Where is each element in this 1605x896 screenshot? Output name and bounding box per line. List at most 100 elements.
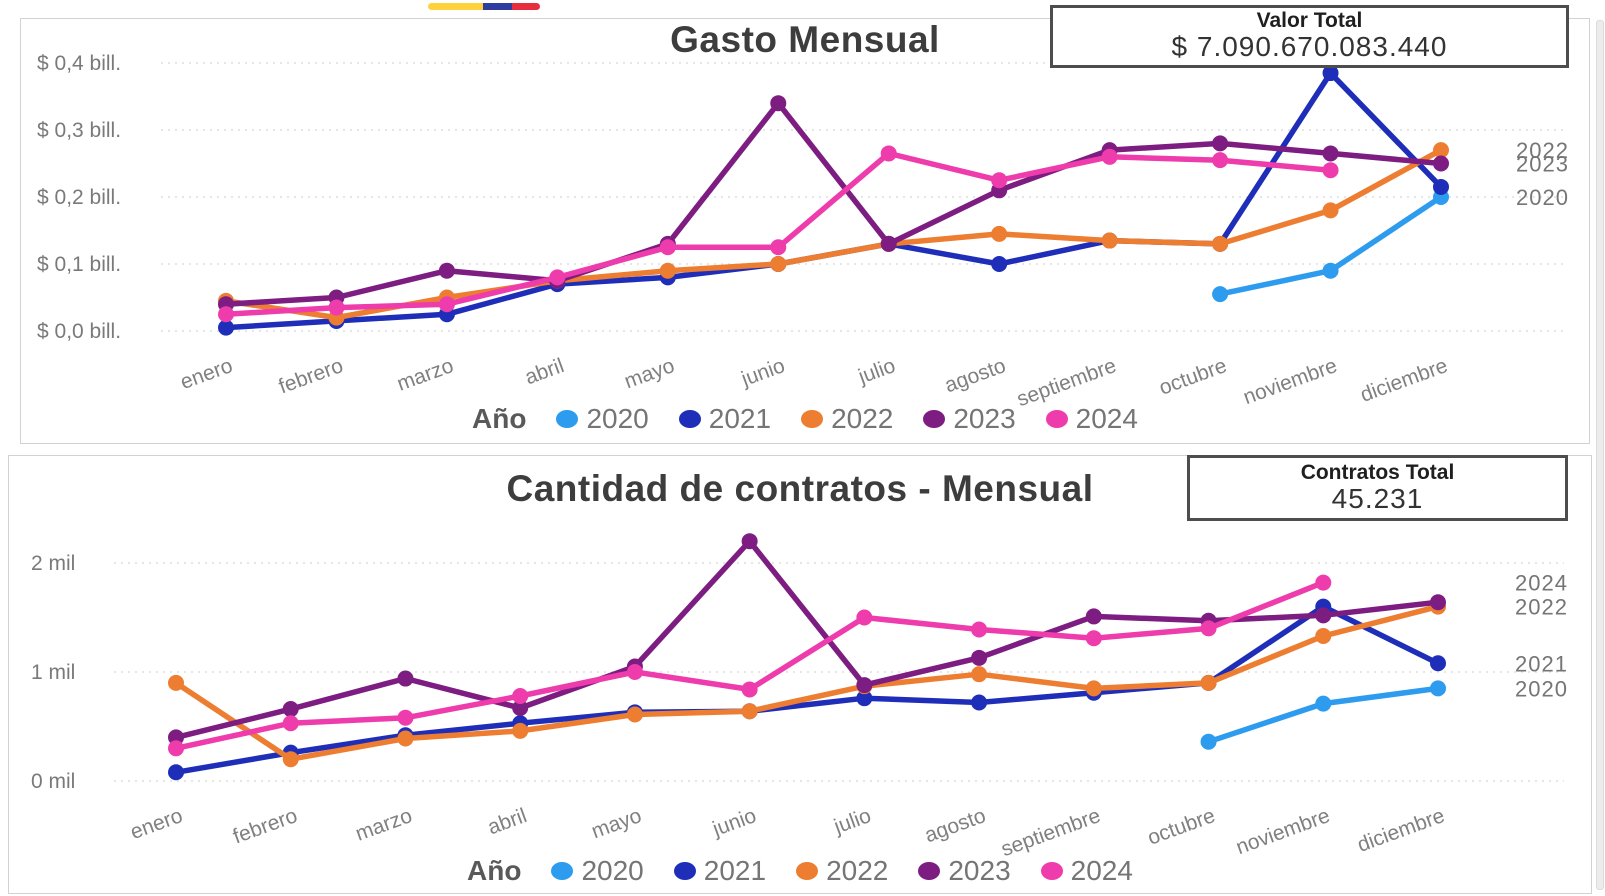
x-axis-month-label: mayo bbox=[621, 354, 677, 393]
data-point-2022[interactable] bbox=[770, 256, 787, 272]
legend-dot-2020 bbox=[556, 410, 579, 428]
data-point-2022[interactable] bbox=[1101, 232, 1118, 249]
data-point-2022[interactable] bbox=[991, 225, 1008, 242]
data-point-2021[interactable] bbox=[218, 319, 234, 336]
series-line-2022[interactable] bbox=[223, 147, 1444, 321]
data-point-2024[interactable] bbox=[1101, 148, 1118, 165]
legend-item-2020[interactable]: 2020 bbox=[551, 855, 644, 887]
data-point-2022[interactable] bbox=[971, 666, 988, 683]
data-point-2022[interactable] bbox=[397, 730, 414, 747]
data-point-2022[interactable] bbox=[659, 262, 676, 279]
data-point-2023[interactable] bbox=[770, 95, 787, 112]
series-line-2022[interactable] bbox=[173, 603, 1441, 762]
data-point-2020[interactable] bbox=[1322, 262, 1339, 279]
data-point-2024[interactable] bbox=[168, 740, 184, 757]
series-line-2023[interactable] bbox=[223, 100, 1444, 307]
data-point-2020[interactable] bbox=[1200, 733, 1217, 750]
data-point-2024[interactable] bbox=[741, 681, 758, 698]
legend-item-2020[interactable]: 2020 bbox=[556, 403, 649, 435]
data-point-2021[interactable] bbox=[856, 690, 873, 707]
legend-dot-2022 bbox=[796, 862, 819, 880]
legend-item-2022[interactable]: 2022 bbox=[801, 403, 893, 435]
data-point-2024[interactable] bbox=[1212, 152, 1229, 169]
data-point-2023[interactable] bbox=[1430, 594, 1446, 611]
data-point-2021[interactable] bbox=[168, 764, 184, 781]
data-point-2023[interactable] bbox=[1212, 135, 1229, 152]
data-point-2022[interactable] bbox=[1085, 680, 1102, 697]
data-point-2023[interactable] bbox=[741, 533, 758, 550]
data-point-2024[interactable] bbox=[218, 306, 234, 323]
data-point-2023[interactable] bbox=[1315, 607, 1332, 624]
data-point-2022[interactable] bbox=[626, 706, 643, 723]
data-point-2022[interactable] bbox=[512, 722, 529, 739]
data-point-2023[interactable] bbox=[856, 677, 873, 694]
data-point-2024[interactable] bbox=[659, 239, 676, 256]
data-point-2023[interactable] bbox=[1085, 608, 1102, 625]
flag-stripe bbox=[428, 3, 483, 10]
legend-item-2023[interactable]: 2023 bbox=[923, 403, 1016, 435]
series-line-2024[interactable] bbox=[173, 579, 1327, 752]
data-point-2024[interactable] bbox=[549, 269, 566, 286]
data-point-2020[interactable] bbox=[1212, 286, 1229, 303]
data-point-2023[interactable] bbox=[438, 262, 455, 279]
data-point-2024[interactable] bbox=[770, 239, 787, 256]
data-point-2024[interactable] bbox=[856, 609, 873, 626]
data-point-2021[interactable] bbox=[991, 256, 1008, 272]
data-point-2024[interactable] bbox=[282, 715, 299, 732]
legend-item-2024[interactable]: 2024 bbox=[1040, 855, 1133, 887]
legend-label: 2023 bbox=[948, 855, 1011, 886]
data-point-2020[interactable] bbox=[1430, 680, 1446, 697]
data-point-2023[interactable] bbox=[397, 670, 414, 687]
data-point-2022[interactable] bbox=[168, 674, 184, 691]
x-axis-month-label: abril bbox=[522, 354, 567, 389]
data-point-2022[interactable] bbox=[1322, 202, 1339, 219]
cantidad-contratos-line-chart: 0 mil 1 mil 2 mil enero febrero marzo abril may… bbox=[31, 533, 1567, 861]
vertical-scrollbar[interactable] bbox=[1596, 20, 1604, 890]
x-axis-month-label: agosto bbox=[942, 354, 1009, 397]
legend-label: 2020 bbox=[581, 855, 644, 886]
data-point-2024[interactable] bbox=[991, 172, 1008, 189]
data-point-2022[interactable] bbox=[1200, 674, 1217, 691]
data-point-2024[interactable] bbox=[1315, 574, 1332, 591]
data-point-2023[interactable] bbox=[880, 235, 897, 252]
data-point-2024[interactable] bbox=[626, 664, 643, 680]
legend-label: 2024 bbox=[1075, 403, 1138, 434]
data-point-2024[interactable] bbox=[1322, 162, 1339, 179]
x-axis-month-label: octubre bbox=[1156, 354, 1230, 400]
legend-item-2023[interactable]: 2023 bbox=[918, 855, 1011, 887]
data-point-2023[interactable] bbox=[971, 649, 988, 666]
data-point-2024[interactable] bbox=[328, 299, 345, 316]
legend-item-2022[interactable]: 2022 bbox=[796, 855, 888, 887]
data-point-2023[interactable] bbox=[1433, 155, 1449, 172]
data-point-2020[interactable] bbox=[1315, 695, 1332, 712]
data-point-2022[interactable] bbox=[1433, 142, 1449, 159]
data-point-2024[interactable] bbox=[512, 687, 529, 704]
data-point-2022[interactable] bbox=[1315, 628, 1332, 645]
data-point-2021[interactable] bbox=[1433, 178, 1449, 195]
data-point-2022[interactable] bbox=[282, 751, 299, 768]
data-point-2024[interactable] bbox=[1200, 620, 1217, 637]
series-line-2021[interactable] bbox=[173, 603, 1441, 776]
series-end-label-2023: 2023 bbox=[1516, 152, 1569, 177]
data-point-2023[interactable] bbox=[1322, 145, 1339, 162]
data-point-2022[interactable] bbox=[741, 703, 758, 720]
data-point-2024[interactable] bbox=[971, 621, 988, 638]
data-point-2021[interactable] bbox=[1430, 655, 1446, 672]
legend-item-2021[interactable]: 2021 bbox=[678, 403, 771, 435]
data-point-2024[interactable] bbox=[397, 709, 414, 726]
data-point-2021[interactable] bbox=[1322, 65, 1339, 82]
legend-item-2024[interactable]: 2024 bbox=[1045, 403, 1138, 435]
data-point-2023[interactable] bbox=[282, 701, 299, 718]
data-point-2023[interactable] bbox=[512, 699, 529, 716]
series-line-2023[interactable] bbox=[173, 538, 1441, 741]
data-point-2024[interactable] bbox=[1085, 630, 1102, 647]
data-point-2024[interactable] bbox=[438, 296, 455, 313]
y-axis-tick-label: 2 mil bbox=[31, 552, 75, 575]
data-point-2021[interactable] bbox=[971, 694, 988, 711]
legend-item-2021[interactable]: 2021 bbox=[673, 855, 767, 887]
data-point-2024[interactable] bbox=[880, 145, 897, 162]
data-point-2022[interactable] bbox=[1212, 235, 1229, 252]
x-axis-month-label: enero bbox=[177, 354, 235, 394]
series-line-2024[interactable] bbox=[223, 150, 1334, 318]
legend-label: 2021 bbox=[703, 855, 767, 886]
